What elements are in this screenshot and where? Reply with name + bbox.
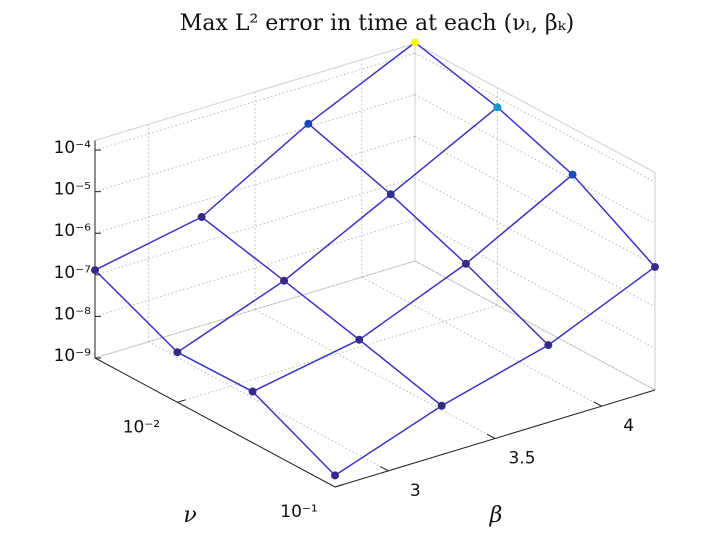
mesh-point [91,266,99,275]
mesh-line [201,216,443,407]
z-tick-label: 10⁻⁴ [54,138,92,158]
y-tick [486,433,496,439]
mesh-point [651,262,659,271]
mesh-point [197,213,206,222]
x-axis [94,357,336,488]
chart-title: Max L² error in time at each (νₗ, βₖ) [180,11,574,36]
mesh-line [252,174,574,393]
x-axis-label: ν [183,503,196,528]
grid-line [414,218,656,349]
y-axis [334,389,656,488]
z-tick-label: 10⁻⁵ [54,180,91,200]
grid-line [148,341,389,472]
mesh-line [176,106,498,353]
mesh-point [304,119,313,128]
z-tick-label: 10⁻⁶ [54,221,92,241]
mesh-point [173,348,182,357]
mesh-point [248,387,257,396]
mesh-point [461,259,470,268]
grid-line [414,260,656,391]
mesh-point [386,190,395,199]
y-tick-label: 4 [623,416,634,436]
y-tick-label: 3 [410,481,421,501]
mesh-line [414,41,656,268]
y-tick [593,401,602,407]
mesh-line [334,266,656,477]
mesh-point [280,276,289,285]
y-tick [380,466,389,472]
mesh-point [355,335,364,344]
mesh-line [94,269,336,476]
grid-line [414,177,656,308]
grid-line [414,135,656,266]
box-edge [414,43,656,173]
mesh-point [331,471,339,480]
x-tick-label: 10⁻¹ [280,502,317,522]
grid-line [414,94,656,225]
x-tick [177,399,186,403]
mesh-point [493,103,502,112]
z-tick-label: 10⁻⁹ [54,346,92,366]
y-tick-label: 3.5 [508,449,535,469]
grid-line [361,276,602,407]
mesh-line [94,41,416,271]
mesh-point [411,38,419,47]
mesh-line [307,123,549,346]
x-tick-label: 10⁻² [123,417,160,437]
grid-line [254,309,496,439]
z-tick-label: 10⁻⁷ [54,263,92,283]
mesh-point [544,341,553,350]
mesh-point [437,401,446,410]
mesh-point [568,170,577,179]
y-axis-label: β [489,503,503,528]
z-tick-label: 10⁻⁸ [54,304,92,324]
